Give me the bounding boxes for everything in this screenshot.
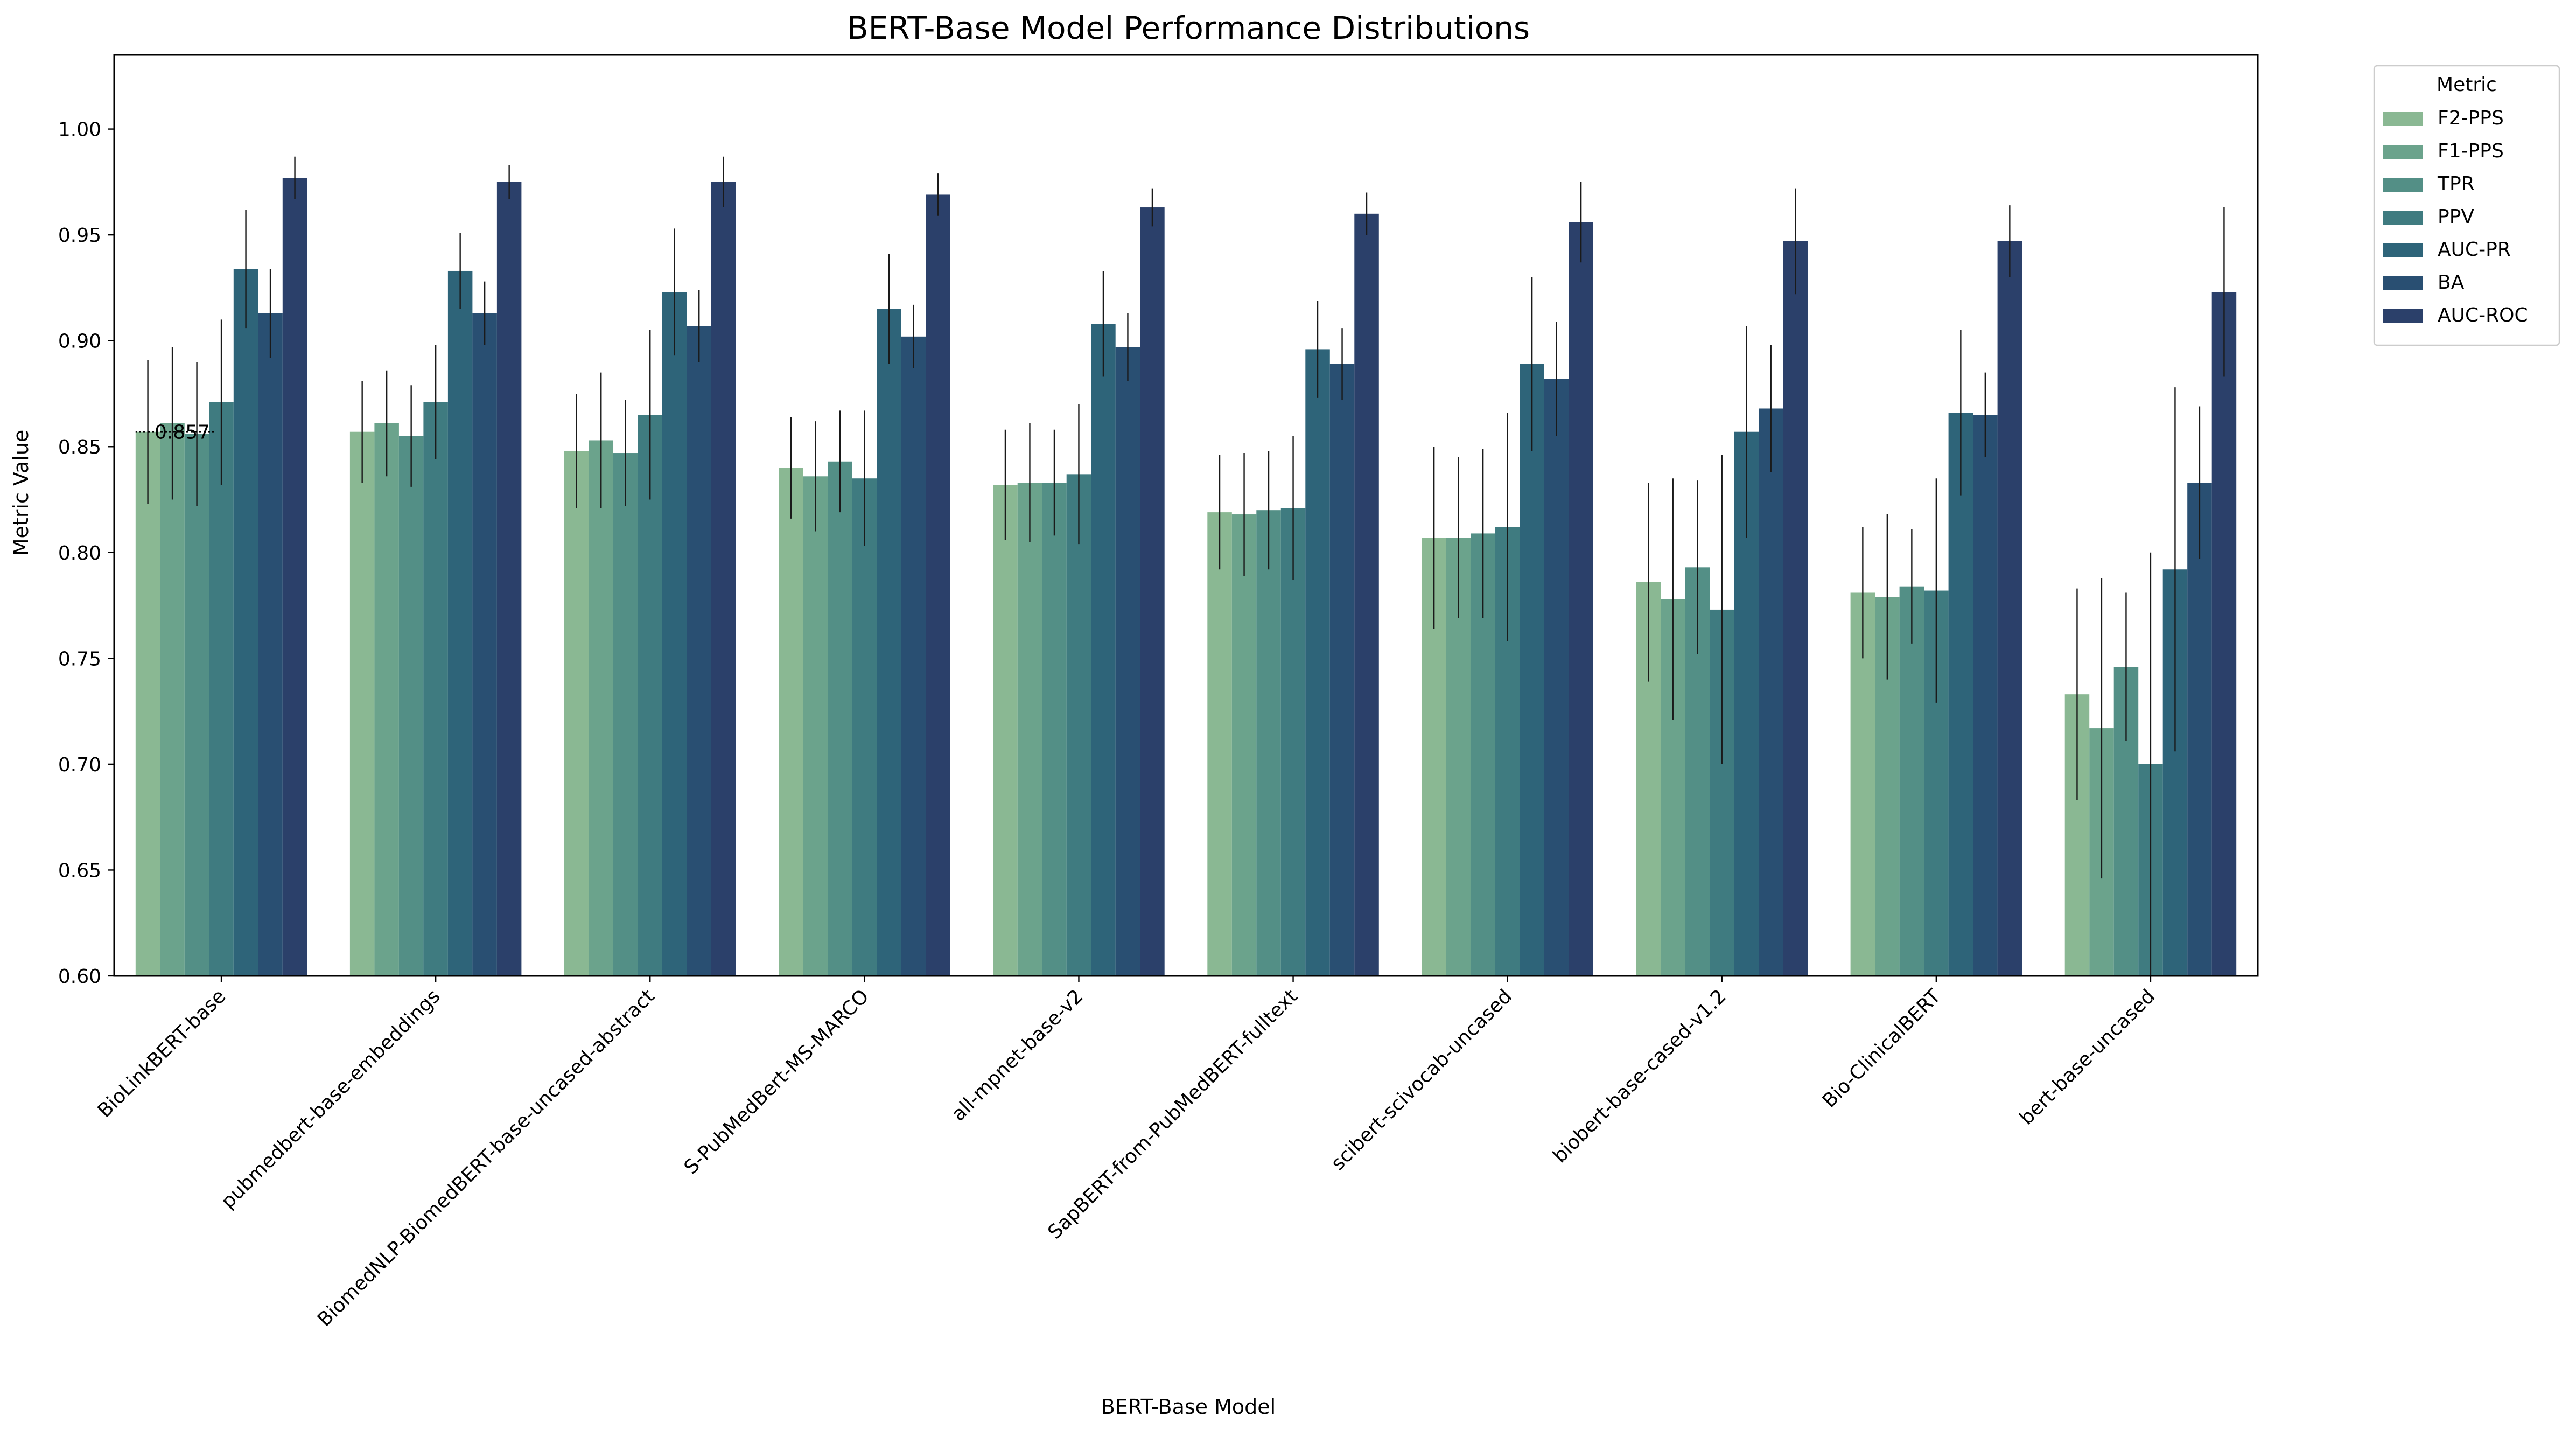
legend-label-tpr: TPR <box>2437 173 2475 195</box>
legend-title: Metric <box>2437 74 2497 96</box>
bar-tpr-4 <box>1042 483 1067 976</box>
bar-f2-pps-1 <box>349 431 375 976</box>
annotation-label: 0.857 <box>155 422 210 444</box>
bar-auc-roc-7 <box>1783 241 1808 976</box>
bar-ba-0 <box>258 313 283 976</box>
legend-swatch-ppv <box>2383 211 2423 225</box>
bar-f1-pps-3 <box>803 476 828 976</box>
legend-swatch-auc-pr <box>2383 243 2423 257</box>
bar-f1-pps-0 <box>160 423 185 976</box>
bar-ppv-0 <box>209 402 234 976</box>
legend-label-f1-pps: F1-PPS <box>2438 140 2504 162</box>
bar-ba-1 <box>472 313 497 976</box>
bar-auc-roc-9 <box>2211 292 2237 976</box>
legend-label-ba: BA <box>2438 271 2465 294</box>
bar-ba-3 <box>901 336 926 976</box>
bar-ba-2 <box>687 326 711 976</box>
bar-f2-pps-0 <box>135 431 160 976</box>
bar-auc-roc-4 <box>1140 207 1165 976</box>
y-axis-label: Metric Value <box>9 430 33 556</box>
bar-auc-roc-8 <box>1997 241 2022 976</box>
bar-auc-roc-2 <box>711 182 736 976</box>
legend-label-auc-pr: AUC-PR <box>2438 239 2511 261</box>
bar-f1-pps-5 <box>1231 514 1257 976</box>
y-tick-label: 0.70 <box>58 754 101 776</box>
bar-ppv-5 <box>1280 508 1306 976</box>
bar-tpr-0 <box>184 434 209 976</box>
bar-auc-pr-4 <box>1091 324 1116 976</box>
bar-auc-roc-5 <box>1354 213 1379 976</box>
bar-tpr-3 <box>828 461 852 976</box>
bar-ba-5 <box>1329 364 1355 976</box>
y-tick-label: 1.00 <box>58 119 101 141</box>
bar-ppv-4 <box>1066 474 1091 976</box>
bar-f2-pps-4 <box>993 485 1018 976</box>
y-tick-label: 0.85 <box>58 436 101 458</box>
legend-swatch-tpr <box>2383 178 2423 192</box>
y-tick-label: 0.80 <box>58 542 101 564</box>
legend-label-ppv: PPV <box>2438 206 2474 228</box>
x-axis-label: BERT-Base Model <box>1101 1395 1276 1419</box>
legend: Metric F2-PPS F1-PPS TPR PPV AUC-PR BA AUC-ROC <box>2373 65 2560 346</box>
legend-swatch-f1-pps <box>2383 145 2423 159</box>
bar-auc-roc-6 <box>1569 222 1593 976</box>
legend-label-auc-roc: AUC-ROC <box>2438 304 2528 326</box>
bar-ba-4 <box>1115 347 1140 976</box>
bar-ba-6 <box>1544 379 1569 976</box>
y-axis: 0.60 0.65 0.70 0.75 0.80 0.85 0.90 0.95 1.00 <box>58 119 114 988</box>
bar-f1-pps-1 <box>374 423 399 976</box>
legend-frame <box>2373 65 2560 346</box>
bar-tpr-8 <box>1899 586 1924 976</box>
y-tick-label: 0.90 <box>58 331 101 353</box>
bar-ppv-1 <box>423 402 448 976</box>
y-tick-label: 0.65 <box>58 860 101 882</box>
y-tick-label: 0.60 <box>58 966 101 988</box>
bar-f1-pps-4 <box>1017 483 1042 976</box>
legend-label-f2-pps: F2-PPS <box>2438 107 2504 129</box>
bar-ppv-3 <box>852 478 877 976</box>
bar-ppv-2 <box>638 415 662 976</box>
bar-auc-pr-1 <box>447 270 473 976</box>
bar-f2-pps-5 <box>1207 512 1232 976</box>
bar-tpr-1 <box>398 436 424 976</box>
bar-tpr-2 <box>613 453 638 976</box>
bar-ba-7 <box>1758 408 1783 976</box>
bar-tpr-5 <box>1256 510 1281 976</box>
legend-swatch-ba <box>2383 276 2423 290</box>
bar-auc-roc-1 <box>496 182 522 976</box>
legend-swatch-f2-pps <box>2383 112 2423 126</box>
bar-auc-pr-8 <box>1948 413 1973 976</box>
bar-auc-pr-5 <box>1305 349 1330 976</box>
bar-auc-pr-6 <box>1520 364 1544 976</box>
bar-auc-pr-0 <box>233 269 258 976</box>
bar-ba-8 <box>1973 415 1998 976</box>
bar-auc-roc-0 <box>282 178 307 976</box>
bar-f2-pps-2 <box>564 451 589 976</box>
bar-auc-pr-2 <box>662 292 687 976</box>
chart-title: BERT-Base Model Performance Distribution… <box>847 10 1530 46</box>
y-tick-label: 0.95 <box>58 225 101 247</box>
plot-area: 0.857 <box>135 156 2237 976</box>
plot-frame <box>113 54 2259 977</box>
bar-auc-pr-3 <box>877 309 901 976</box>
legend-swatch-auc-roc <box>2383 309 2423 323</box>
bar-auc-roc-3 <box>926 194 950 976</box>
bar-ba-9 <box>2187 483 2212 976</box>
y-tick-label: 0.75 <box>58 648 101 670</box>
bar-f1-pps-2 <box>589 440 614 976</box>
bar-f2-pps-3 <box>779 468 803 976</box>
